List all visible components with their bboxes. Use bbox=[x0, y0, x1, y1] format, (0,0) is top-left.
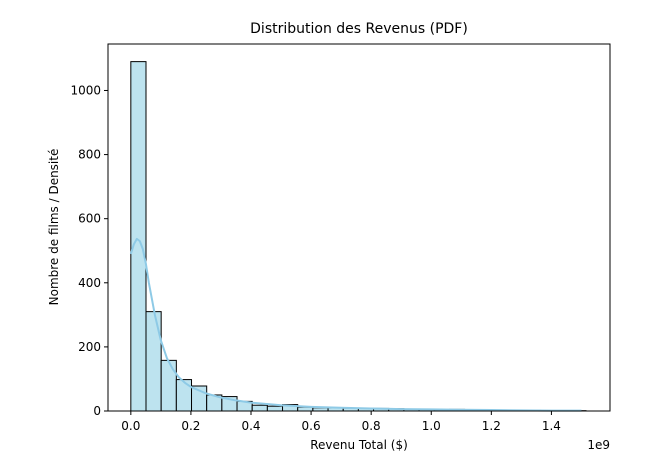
histogram-bar bbox=[176, 380, 191, 411]
x-tick-label: 0.0 bbox=[121, 419, 140, 433]
plot-frame bbox=[108, 44, 610, 411]
x-tick-label: 1.4 bbox=[542, 419, 561, 433]
x-tick-label: 0.8 bbox=[362, 419, 381, 433]
y-tick-label: 1000 bbox=[70, 83, 101, 97]
x-axis-offset-label: 1e9 bbox=[587, 438, 610, 452]
y-tick-label: 600 bbox=[78, 212, 101, 226]
chart-title: Distribution des Revenus (PDF) bbox=[250, 21, 468, 37]
bars-layer bbox=[131, 62, 586, 411]
histogram-bar bbox=[146, 312, 161, 411]
y-tick-label: 200 bbox=[78, 340, 101, 354]
histogram-bar bbox=[161, 360, 176, 411]
x-tick-label: 0.4 bbox=[241, 419, 260, 433]
x-tick-label: 1.0 bbox=[422, 419, 441, 433]
kde-density-line bbox=[131, 239, 582, 411]
x-tick-label: 0.2 bbox=[181, 419, 200, 433]
histogram-bar bbox=[267, 406, 282, 411]
x-tick-label: 1.2 bbox=[482, 419, 501, 433]
histogram-bar bbox=[252, 405, 267, 411]
y-tick-label: 0 bbox=[93, 404, 101, 418]
y-axis-label: Nombre de films / Densité bbox=[47, 149, 61, 306]
x-axis-label: Revenu Total ($) bbox=[310, 438, 408, 452]
y-tick-label: 800 bbox=[78, 148, 101, 162]
y-tick-label: 400 bbox=[78, 276, 101, 290]
y-axis-ticks: 0 200 400 600 800 1000 bbox=[70, 83, 108, 418]
kde-layer bbox=[131, 239, 582, 411]
x-axis-ticks: 0.0 0.2 0.4 0.6 0.8 1.0 1.2 1.4 bbox=[121, 411, 561, 433]
histogram-bar bbox=[131, 62, 146, 411]
x-tick-label: 0.6 bbox=[302, 419, 321, 433]
